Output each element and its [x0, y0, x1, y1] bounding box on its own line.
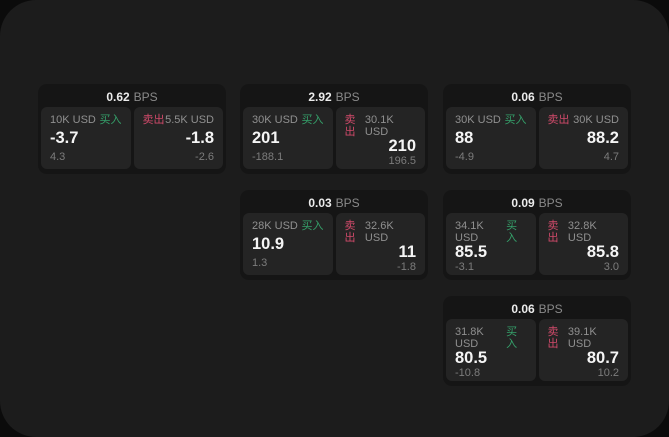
buy-sub-value: 4.3: [50, 151, 66, 163]
buy-price: -3.7: [50, 129, 79, 147]
sell-amount: 32.8K USD: [567, 220, 597, 244]
sell-side-label: 卖出: [344, 220, 356, 244]
sell-sub-value: 4.7: [603, 151, 619, 163]
bps-label: BPS: [335, 89, 360, 104]
buy-price: 201: [252, 129, 280, 147]
buy-panel[interactable]: 30K USD 买入 88 -4.9: [446, 107, 536, 169]
sell-sub-value: -1.8: [397, 261, 416, 273]
buy-side-label: 买入: [506, 326, 518, 350]
sell-amount: 32.6K USD: [364, 220, 394, 244]
buy-sub-value: -10.8: [455, 367, 481, 379]
bps-label: BPS: [538, 89, 563, 104]
sell-sub-value: -2.6: [195, 151, 214, 163]
quote-panels: 28K USD 买入 10.9 1.3 卖出 32.6K USD 11 -1.8: [240, 213, 428, 275]
sell-side-label: 卖出: [547, 220, 559, 244]
bps-value: 0.06: [511, 89, 535, 104]
buy-amount: 28K USD: [252, 220, 298, 232]
buy-side-label: 买入: [506, 220, 518, 244]
quote-card: 0.06 BPS 31.8K USD 买入 80.5 -10.8 卖出 39.1…: [443, 296, 631, 386]
quote-card: 0.09 BPS 34.1K USD 买入 85.5 -3.1 卖出 32.8K…: [443, 190, 631, 280]
bps-label: BPS: [538, 301, 563, 316]
sell-amount: 30.1K USD: [364, 114, 394, 138]
sell-panel[interactable]: 卖出 32.8K USD 85.8 3.0: [538, 213, 628, 275]
sell-panel[interactable]: 卖出 39.1K USD 80.7 10.2: [538, 319, 628, 381]
sell-side-label: 卖出: [547, 114, 570, 126]
buy-panel[interactable]: 31.8K USD 买入 80.5 -10.8: [446, 319, 536, 381]
sell-price: 11: [398, 243, 416, 261]
sell-price: 88.2: [586, 129, 619, 147]
sell-sub-value: 3.0: [603, 261, 619, 273]
quote-panels: 10K USD 买入 -3.7 4.3 卖出 5.5K USD -1.8 -2.…: [38, 107, 226, 169]
sell-sub-value: 10.2: [597, 367, 619, 379]
bps-header: 0.09 BPS: [443, 190, 631, 213]
quote-card: 0.06 BPS 30K USD 买入 88 -4.9 卖出 30K USD 8…: [443, 84, 631, 174]
sell-price: -1.8: [185, 129, 214, 147]
bps-value: 2.92: [308, 89, 332, 104]
buy-amount: 34.1K USD: [455, 220, 484, 244]
bps-label: BPS: [335, 195, 360, 210]
buy-sub-value: -4.9: [455, 151, 474, 163]
buy-sub-value: -3.1: [455, 261, 474, 273]
buy-price: 10.9: [252, 235, 285, 253]
buy-price: 88: [455, 129, 474, 147]
sell-panel[interactable]: 卖出 30K USD 88.2 4.7: [538, 107, 628, 169]
buy-panel[interactable]: 10K USD 买入 -3.7 4.3: [41, 107, 131, 169]
buy-sub-value: 1.3: [252, 257, 268, 269]
quote-panels: 30K USD 买入 88 -4.9 卖出 30K USD 88.2 4.7: [443, 107, 631, 169]
buy-panel[interactable]: 30K USD 买入 201 -188.1: [243, 107, 333, 169]
bps-header: 0.06 BPS: [443, 296, 631, 319]
bps-header: 0.62 BPS: [38, 84, 226, 107]
buy-side-label: 买入: [99, 114, 122, 126]
sell-price: 80.7: [586, 349, 619, 367]
buy-amount: 30K USD: [252, 114, 298, 126]
buy-price: 85.5: [455, 243, 488, 261]
buy-amount: 10K USD: [50, 114, 96, 126]
sell-price: 85.8: [586, 243, 619, 261]
buy-panel[interactable]: 34.1K USD 买入 85.5 -3.1: [446, 213, 536, 275]
sell-panel[interactable]: 卖出 30.1K USD 210 196.5: [335, 107, 425, 169]
buy-amount: 30K USD: [455, 114, 501, 126]
sell-amount: 30K USD: [573, 114, 619, 126]
quote-panels: 31.8K USD 买入 80.5 -10.8 卖出 39.1K USD 80.…: [443, 319, 631, 381]
buy-side-label: 买入: [301, 220, 324, 232]
quote-card: 0.62 BPS 10K USD 买入 -3.7 4.3 卖出 5.5K USD…: [38, 84, 226, 174]
sell-side-label: 卖出: [344, 114, 356, 138]
sell-panel[interactable]: 卖出 32.6K USD 11 -1.8: [335, 213, 425, 275]
bps-value: 0.03: [308, 195, 332, 210]
buy-side-label: 买入: [504, 114, 527, 126]
bps-value: 0.09: [511, 195, 535, 210]
quote-panels: 34.1K USD 买入 85.5 -3.1 卖出 32.8K USD 85.8…: [443, 213, 631, 275]
bps-header: 2.92 BPS: [240, 84, 428, 107]
bps-label: BPS: [133, 89, 158, 104]
sell-amount: 5.5K USD: [165, 114, 214, 126]
bps-label: BPS: [538, 195, 563, 210]
sell-amount: 39.1K USD: [567, 326, 597, 350]
sell-side-label: 卖出: [142, 114, 165, 126]
buy-side-label: 买入: [301, 114, 324, 126]
bps-value: 0.62: [106, 89, 130, 104]
quote-card: 2.92 BPS 30K USD 买入 201 -188.1 卖出 30.1K …: [240, 84, 428, 174]
sell-sub-value: 196.5: [388, 155, 416, 167]
bps-value: 0.06: [511, 301, 535, 316]
sell-price: 210: [388, 137, 416, 155]
sell-side-label: 卖出: [547, 326, 559, 350]
quote-card: 0.03 BPS 28K USD 买入 10.9 1.3 卖出 32.6K US…: [240, 190, 428, 280]
buy-price: 80.5: [455, 349, 488, 367]
bps-header: 0.06 BPS: [443, 84, 631, 107]
sell-panel[interactable]: 卖出 5.5K USD -1.8 -2.6: [133, 107, 223, 169]
buy-sub-value: -188.1: [252, 151, 284, 163]
bps-header: 0.03 BPS: [240, 190, 428, 213]
quote-panels: 30K USD 买入 201 -188.1 卖出 30.1K USD 210 1…: [240, 107, 428, 169]
buy-panel[interactable]: 28K USD 买入 10.9 1.3: [243, 213, 333, 275]
buy-amount: 31.8K USD: [455, 326, 484, 350]
